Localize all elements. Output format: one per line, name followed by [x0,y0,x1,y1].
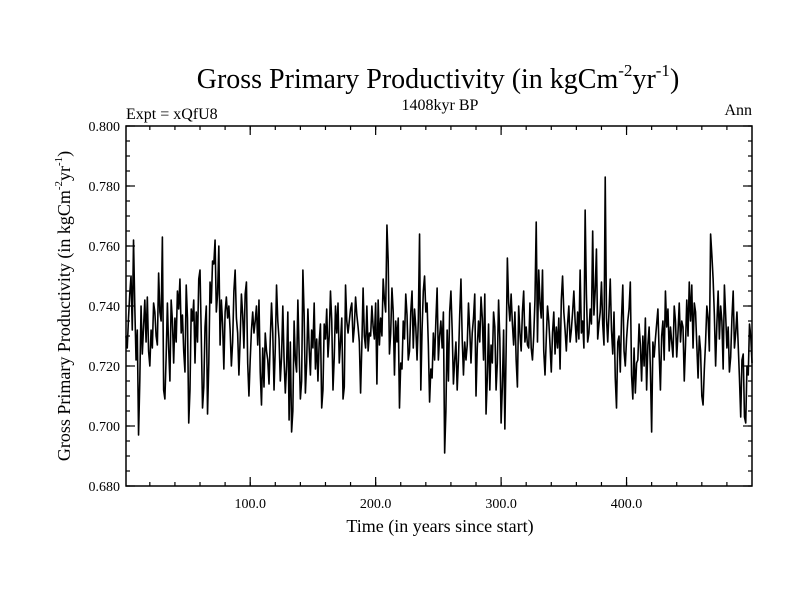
subtitle-center: 1408kyr BP [402,97,479,114]
ylabel-mid: yr [54,166,74,181]
title-sup2: -1 [656,61,670,80]
y-tick-label: 0.740 [89,300,121,315]
title-mid: yr [632,64,656,95]
y-tick-label: 0.760 [89,240,121,255]
x-tick-label: 200.0 [360,497,392,512]
title-end: ) [670,64,679,95]
ylabel-sup2: -1 [53,157,65,166]
y-tick-label: 0.800 [89,120,121,135]
subtitle-right: Ann [724,102,752,119]
y-tick-label: 0.780 [89,180,121,195]
ylabel-text: Gross Primary Productivity (in kgCm [54,190,75,461]
series-line-gpp [125,176,753,454]
x-tick-label: 400.0 [611,497,643,512]
ylabel-sup1: -2 [53,181,65,190]
x-tick-label: 300.0 [485,497,517,512]
title-text: Gross Primary Productivity (in kgCm [197,64,619,95]
y-tick-label: 0.680 [89,480,121,495]
ylabel-end: ) [54,151,75,157]
y-tick-label: 0.700 [89,420,121,435]
plot-frame [125,125,753,487]
y-tick-label: 0.720 [89,360,121,375]
title-sup1: -2 [618,61,632,80]
x-tick-label: 100.0 [234,497,266,512]
chart-title: Gross Primary Productivity (in kgCm-2yr-… [197,61,680,95]
x-axis-label: Time (in years since start) [346,516,533,537]
axis-tick-labels: 0.680 0.700 0.720 0.740 0.760 0.780 0.800 100.0… [89,120,643,512]
subtitle-left: Expt = xQfU8 [126,106,218,123]
y-axis-label: Gross Primary Productivity (in kgCm-2yr-… [53,151,75,461]
